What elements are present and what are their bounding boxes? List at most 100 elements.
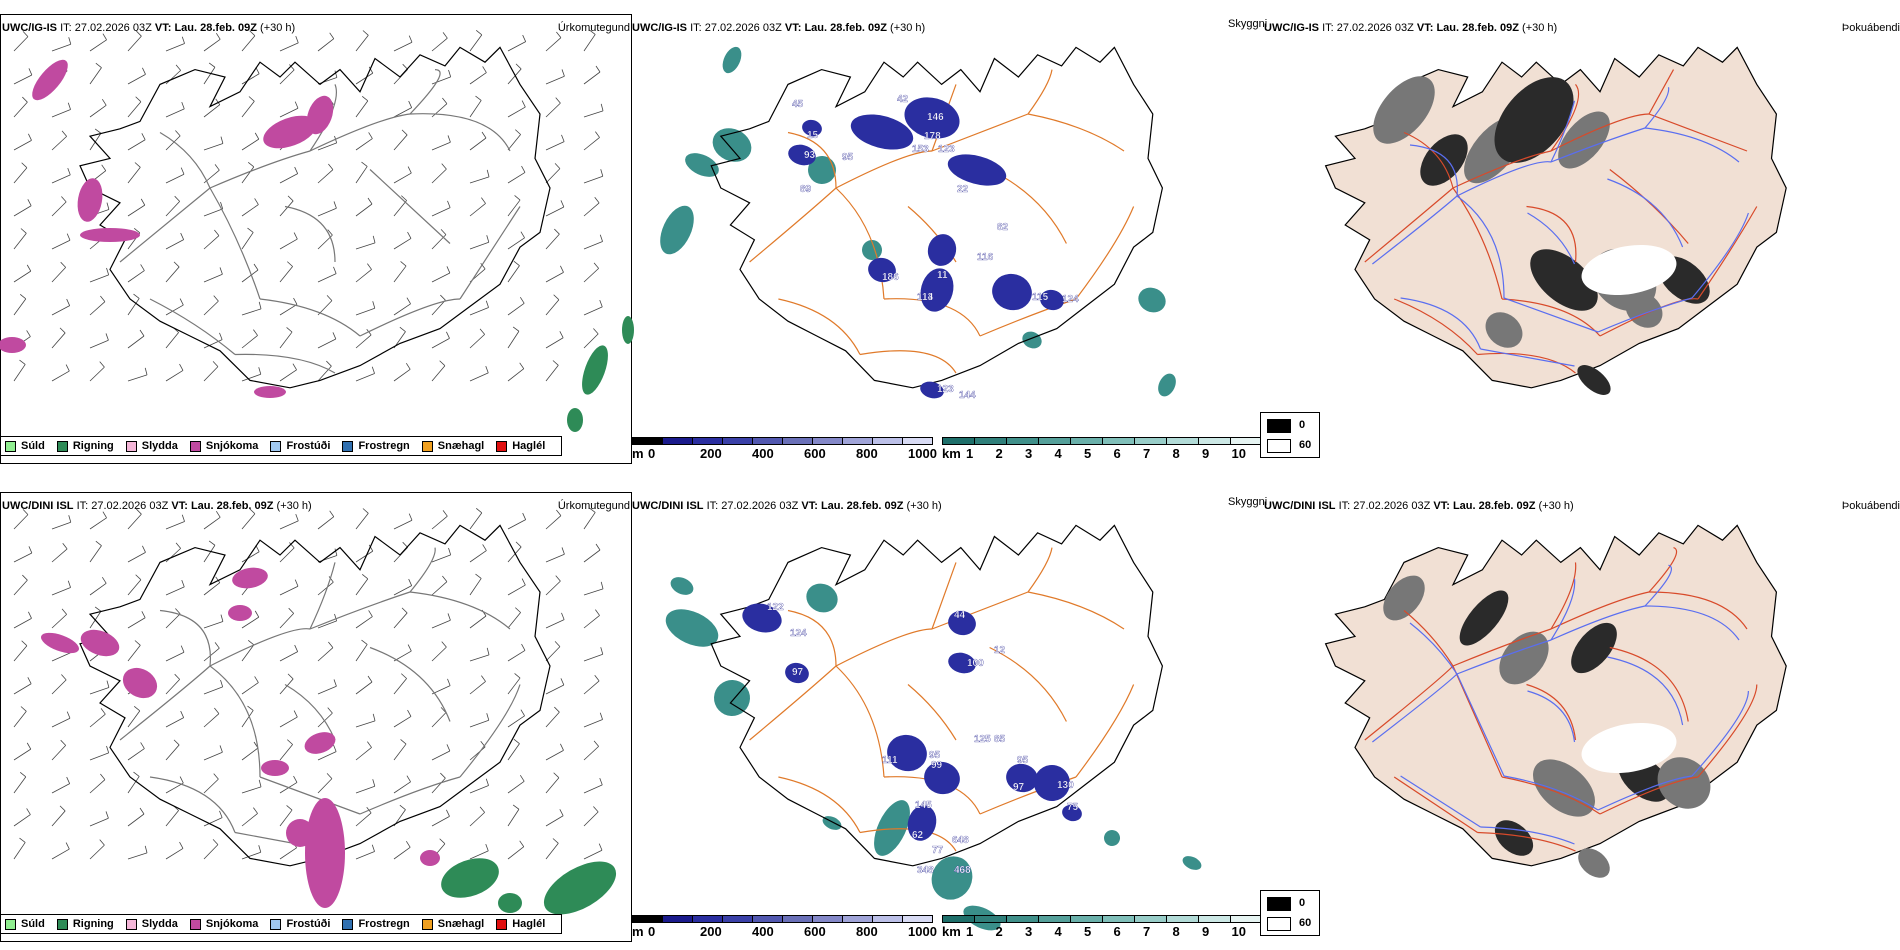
cloudbase-value-label: 85 <box>994 734 1006 745</box>
legend-item: Rigning <box>56 440 114 452</box>
cloudbase-colorbar: m 0 200 400 600 800 1000 <box>632 437 937 461</box>
cloudbase-value-label: 11 <box>937 270 948 281</box>
legend-item: Súld <box>5 440 45 452</box>
legend-swatch <box>189 440 201 452</box>
colorbar-segment <box>1038 437 1071 445</box>
cloudbase-colorbar: m 0 200 400 600 800 1000 <box>632 915 937 939</box>
legend-swatch <box>270 440 282 452</box>
cloudbase-value-label: 12 <box>994 645 1006 656</box>
colorbar-tick: 7 <box>1143 446 1151 461</box>
colorbar-segment <box>1230 437 1263 445</box>
cloudbase-value-label: 15 <box>807 130 819 141</box>
lead-time: (+30 h) <box>1522 22 1558 34</box>
legend-label: Haglél <box>512 440 546 452</box>
legend-label: Rigning <box>72 918 114 930</box>
colorbar-segment <box>942 915 975 923</box>
precip-type-panel: UWC/IG-IS IT: 27.02.2026 03Z VT: Lau. 28… <box>0 0 634 470</box>
colorbar-tick: 2 <box>995 446 1003 461</box>
cloudbase-value-label: 348 <box>917 865 934 876</box>
colorbar-segment <box>974 437 1007 445</box>
cloudbase-value-label: 100 <box>967 658 984 669</box>
colorbar-segment <box>632 437 663 445</box>
vt-label: VT: <box>801 500 818 512</box>
panel-header: UWC/DINI ISL IT: 27.02.2026 03Z VT: Lau.… <box>1264 500 1574 513</box>
colorbar-tick: 600 <box>804 924 826 939</box>
legend-item: Frostúði <box>270 918 330 930</box>
colorbar-segment <box>1230 915 1263 923</box>
legend-item: Frostregn <box>342 918 410 930</box>
cloudbase-value-label: 153 <box>912 144 929 155</box>
fog-key-swatch <box>1267 917 1291 931</box>
colorbar-segment <box>1006 437 1039 445</box>
colorbar-unit: km <box>942 446 961 461</box>
fog-key-swatch <box>1267 439 1291 453</box>
legend-swatch <box>125 918 137 930</box>
colorbar-tick: 1000 <box>908 446 937 461</box>
colorbar-segment <box>722 915 753 923</box>
map-frame <box>0 14 632 464</box>
colorbar-tick: 3 <box>1025 446 1033 461</box>
cloudbase-value-label: 123 <box>937 384 954 395</box>
lead-time: (+30 h) <box>276 500 312 512</box>
colorbar-segment <box>1166 437 1199 445</box>
colorbar-tick: 9 <box>1202 924 1210 939</box>
colorbar-segment <box>1198 915 1231 923</box>
legend-swatch <box>56 918 68 930</box>
legend-swatch <box>421 440 433 452</box>
cloudbase-value-label: 99 <box>931 760 943 771</box>
colorbar-segment <box>692 915 723 923</box>
colorbar-tick: 200 <box>700 924 722 939</box>
init-time: 27.02.2026 03Z <box>704 22 782 34</box>
cloudbase-value-label: 124 <box>790 628 807 639</box>
cloudbase-value-label: 82 <box>997 222 1009 233</box>
legend-swatch <box>421 918 433 930</box>
colorbar-segment <box>812 437 843 445</box>
valid-time: Lau. 28.feb. 09Z <box>820 500 904 512</box>
cloudbase-value-label: 125 <box>974 734 991 745</box>
colorbar-segment <box>812 915 843 923</box>
colorbar-segment <box>722 437 753 445</box>
colorbar-tick: 1 <box>966 924 974 939</box>
cloudbase-value-label: 114 <box>917 292 934 303</box>
colorbar-tick: 800 <box>856 924 878 939</box>
cloudbase-value-label: 42 <box>897 94 909 105</box>
legend-item: Frostregn <box>342 440 410 452</box>
it-label: IT: <box>1338 500 1351 512</box>
model-name: UWC/DINI ISL <box>2 500 74 512</box>
colorbar-segment <box>842 437 873 445</box>
visibility-colorbar: km 1 2 3 4 5 6 7 8 9 10 <box>942 915 1264 939</box>
colorbar-tick: 1000 <box>908 924 937 939</box>
fog-index-panel: UWC/IG-IS IT: 27.02.2026 03Z VT: Lau. 28… <box>1264 0 1900 470</box>
colorbar-tick: 600 <box>804 446 826 461</box>
colorbar-tick: 400 <box>752 446 774 461</box>
colorbar-unit: km <box>942 924 961 939</box>
visibility-colorbar: km 1 2 3 4 5 6 7 8 9 10 <box>942 437 1264 461</box>
colorbar-segment <box>902 437 933 445</box>
cloudbase-value-label: 89 <box>800 184 812 195</box>
colorbar-tick: 0 <box>648 446 656 461</box>
colorbar-segment <box>782 437 813 445</box>
colorbar-tick: 0 <box>648 924 656 939</box>
panel-header: UWC/IG-IS IT: 27.02.2026 03Z VT: Lau. 28… <box>1264 22 1557 35</box>
panel-header: UWC/DINI ISL IT: 27.02.2026 03Z VT: Lau.… <box>2 500 312 513</box>
colorbar-tick: 6 <box>1113 446 1121 461</box>
legend-label: Frostregn <box>358 918 410 930</box>
cloudbase-value-label: 62 <box>912 830 924 841</box>
colorbar-segment <box>1102 915 1135 923</box>
legend-label: Slydda <box>141 918 178 930</box>
fog-index-key: 0 60 <box>1260 412 1320 458</box>
cloudbase-value-label: 145 <box>915 800 932 811</box>
panel-header: UWC/DINI ISL IT: 27.02.2026 03Z VT: Lau.… <box>632 500 942 513</box>
colorbar-segment <box>872 915 903 923</box>
colorbar-tick: 1 <box>966 446 974 461</box>
precip-type-panel: UWC/DINI ISL IT: 27.02.2026 03Z VT: Lau.… <box>0 478 632 948</box>
model-name: UWC/IG-IS <box>632 22 687 34</box>
fog-key-swatch <box>1267 419 1291 433</box>
panel-title: Þokuábendi <box>1841 22 1900 34</box>
colorbar-tick: 3 <box>1025 924 1033 939</box>
colorbar-segment <box>902 915 933 923</box>
cloudbase-value-label: 13 <box>922 292 934 303</box>
vt-label: VT: <box>1416 22 1434 34</box>
map-frame <box>0 492 632 942</box>
legend-item: Snjókoma <box>189 918 258 930</box>
